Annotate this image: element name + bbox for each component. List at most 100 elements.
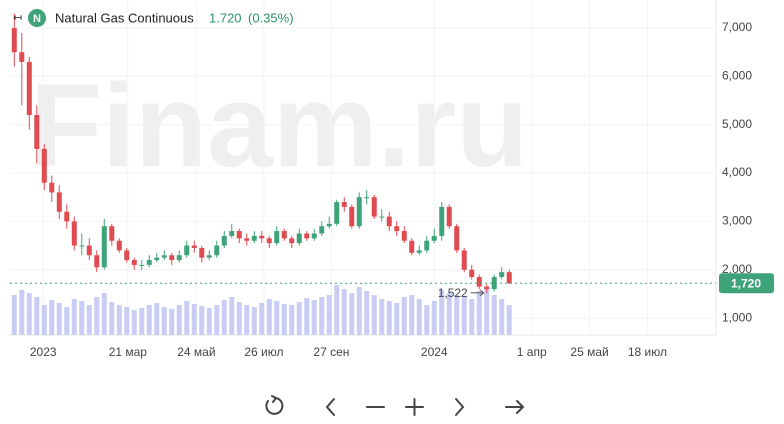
candle-body	[356, 197, 362, 227]
candle-body	[221, 235, 227, 246]
volume-bar	[274, 301, 280, 335]
y-tick-label: 6,000	[722, 69, 752, 83]
candle-body	[274, 231, 280, 244]
reset-button[interactable]	[265, 397, 284, 415]
candle-body	[41, 148, 47, 183]
volume-bar	[394, 303, 400, 335]
last-price-label: 1,720	[731, 276, 761, 290]
volume-bar	[169, 309, 175, 335]
x-tick-label: 21 мар	[109, 345, 148, 359]
candle-body	[334, 202, 340, 224]
x-tick-label: 1 апр	[517, 345, 547, 359]
y-tick-label: 1,000	[722, 310, 752, 324]
x-tick-label: 27 сен	[313, 345, 349, 359]
volume-bar	[431, 301, 437, 335]
candle-body	[259, 235, 265, 239]
candle-body	[56, 192, 62, 212]
volume-bar	[191, 304, 197, 335]
volume-bar	[439, 290, 445, 335]
volume-bar	[229, 297, 235, 335]
candle-body	[101, 226, 107, 268]
y-tick-label: 7,000	[722, 20, 752, 34]
reset-arrow	[271, 395, 278, 403]
title: Natural Gas Continuous	[55, 10, 194, 25]
volume-bar	[289, 305, 295, 335]
scroll-left-button[interactable]	[325, 398, 335, 416]
candle-body	[214, 245, 220, 256]
x-tick-label: 2023	[30, 345, 57, 359]
volume-bar	[176, 305, 182, 335]
candle-body	[499, 272, 505, 277]
candle-body	[79, 245, 85, 247]
candle-body	[236, 231, 242, 239]
volume-bar	[311, 300, 317, 335]
candle-body	[506, 272, 512, 284]
last-price-badge	[719, 273, 774, 294]
volume-bar	[184, 301, 190, 335]
volume-bar	[409, 295, 415, 335]
candle-body	[454, 226, 460, 251]
candle-body	[394, 226, 400, 232]
volume-bar	[86, 305, 92, 335]
min-arrow-head	[479, 289, 485, 297]
volume-bar	[281, 304, 287, 335]
scroll-end-button[interactable]	[505, 400, 525, 414]
volume-bar	[116, 305, 122, 335]
candle-body	[169, 255, 175, 261]
candle-body	[109, 226, 115, 241]
candle-body	[206, 255, 212, 258]
candle-body	[439, 206, 445, 236]
candle-body	[116, 240, 122, 251]
volume-bar	[319, 297, 325, 335]
candle-body	[476, 276, 482, 287]
min-label: 1,522	[438, 286, 468, 300]
collapse-icon[interactable]: ↤	[13, 12, 22, 24]
volume-bar	[41, 305, 47, 335]
volume-bar	[266, 299, 272, 335]
volume-bar	[491, 295, 497, 335]
volume-bar	[364, 291, 370, 335]
candle-body	[469, 269, 475, 277]
volume-bar	[131, 310, 137, 335]
change: (0.35%)	[248, 10, 294, 25]
candle-body	[191, 245, 197, 248]
x-tick-label: 2024	[421, 345, 448, 359]
candle-body	[341, 202, 347, 207]
volume-bar	[349, 293, 355, 335]
candle-body	[326, 223, 332, 227]
volume-bar	[199, 306, 205, 335]
candle-body	[131, 260, 137, 265]
candle-body	[319, 226, 325, 234]
zoom-in-button[interactable]	[405, 398, 424, 416]
volume-bar	[454, 295, 460, 335]
candle-body	[424, 240, 430, 251]
volume-bar	[251, 307, 257, 335]
volume-bar	[11, 295, 17, 335]
candle-body	[86, 245, 92, 256]
price: 1.720	[209, 10, 242, 25]
candle-body	[304, 233, 310, 239]
candle-body	[184, 245, 190, 256]
volume-bar	[56, 303, 62, 335]
x-tick-label: 24 май	[177, 345, 215, 359]
candle-body	[11, 28, 17, 53]
volume-bar	[49, 300, 55, 335]
candle-body	[416, 250, 422, 253]
candle-body	[251, 235, 257, 241]
candle-body	[154, 257, 160, 261]
candle-body	[364, 197, 370, 199]
y-tick-label: 3,000	[722, 214, 752, 228]
candle-body	[34, 115, 40, 149]
candle-body	[386, 216, 392, 227]
scroll-right-button[interactable]	[455, 398, 465, 416]
candle-body	[266, 238, 272, 244]
volume-bar	[304, 298, 310, 335]
volume-bar	[424, 305, 430, 335]
volume-bar	[499, 299, 505, 335]
volume-bar	[34, 297, 40, 335]
candle-body	[401, 231, 407, 241]
candle-body	[296, 233, 302, 244]
plot: 1,000 2,000 3,000 4,000 5,000 6,000 7,000 2023 2…	[10, 0, 752, 359]
candle-body	[19, 52, 25, 62]
